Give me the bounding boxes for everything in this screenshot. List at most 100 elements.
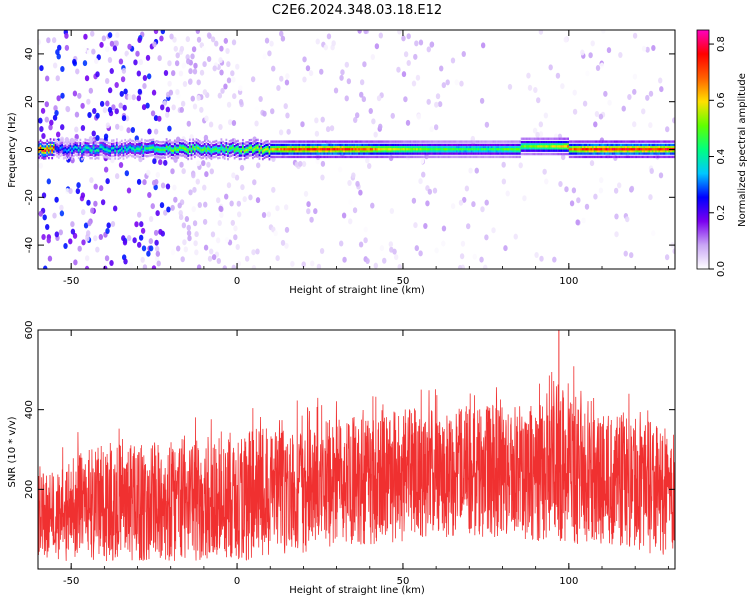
spectrogram-band-cell xyxy=(180,139,183,142)
spectrogram-band-cell xyxy=(653,140,656,143)
spectrogram-cell xyxy=(188,78,193,85)
spectrogram-band-cell xyxy=(107,151,110,154)
spectrogram-band-cell xyxy=(152,146,155,149)
spectrogram-band-cell xyxy=(160,148,163,152)
spectrogram-band-cell xyxy=(373,149,375,153)
spectrogram-band-cell xyxy=(192,153,195,157)
spectrogram-band-cell xyxy=(497,148,500,151)
spectrogram-band-cell xyxy=(470,143,473,147)
spectrogram-band-cell xyxy=(597,152,599,155)
spectrogram-cell xyxy=(191,172,196,179)
spectrogram-band-cell xyxy=(67,144,70,147)
spectrogram-band-cell xyxy=(653,149,656,153)
spectrogram-cell xyxy=(300,121,305,128)
spectrogram-cell xyxy=(527,84,533,91)
spectrogram-band-cell xyxy=(283,152,286,155)
spectrogram-band-cell xyxy=(646,146,649,149)
spectrogram-band-cell xyxy=(487,146,490,149)
spectrogram-band-cell xyxy=(446,146,448,149)
spectrogram-band-cell xyxy=(230,148,233,152)
spectrogram-band-cell xyxy=(441,149,443,153)
spectrogram-cell xyxy=(211,254,217,261)
spectrogram-y-tick-label: -40 xyxy=(24,237,35,253)
spectrogram-band-cell xyxy=(62,151,65,154)
spectrogram-band-cell xyxy=(366,148,369,151)
spectrogram-band-cell xyxy=(553,137,556,140)
spectrogram-band-cell xyxy=(613,155,616,159)
spectrogram-band-cell xyxy=(301,143,304,147)
spectrogram-band-cell xyxy=(507,146,510,149)
spectrogram-band-cell xyxy=(465,140,468,143)
spectrogram-cell xyxy=(218,57,223,64)
spectrogram-band-cell xyxy=(388,148,390,151)
spectrogram-band-cell xyxy=(514,148,516,151)
spectrogram-band-cell xyxy=(38,156,40,159)
spectrogram-band-cell xyxy=(157,143,160,147)
spectrogram-band-cell xyxy=(54,144,57,147)
spectrogram-band-cell xyxy=(248,154,251,157)
spectrogram-band-cell xyxy=(540,137,543,140)
spectrogram-cell xyxy=(470,135,476,142)
spectrogram-band-cell xyxy=(81,146,83,149)
spectrogram-band-cell xyxy=(193,140,196,143)
spectrogram-band-cell xyxy=(563,152,566,156)
spectrogram-band-cell xyxy=(308,152,311,155)
spectrogram-cell xyxy=(598,187,604,194)
spectrogram-band-cell xyxy=(530,140,533,144)
spectrogram-band-cell xyxy=(198,155,201,158)
spectrogram-band-cell xyxy=(109,147,112,151)
spectrogram-band-cell xyxy=(286,152,289,155)
spectrogram-band-cell xyxy=(285,143,287,147)
spectrogram-cell xyxy=(264,37,270,44)
spectrogram-cell xyxy=(352,207,358,214)
spectrogram-marks xyxy=(38,30,675,269)
spectrogram-cell xyxy=(88,87,94,94)
spectrogram-band-cell xyxy=(401,148,404,151)
spectrogram-band-cell xyxy=(497,155,500,159)
spectrogram-cell xyxy=(85,235,90,242)
spectrogram-band-cell xyxy=(92,144,95,147)
spectrogram-band-cell xyxy=(381,155,384,159)
spectrogram-band-cell xyxy=(349,140,352,143)
spectrogram-band-cell xyxy=(578,155,581,159)
spectrogram-band-cell xyxy=(618,155,621,159)
spectrogram-band-cell xyxy=(346,155,349,159)
spectrogram-band-cell xyxy=(130,139,133,142)
spectrogram-cell xyxy=(286,128,291,135)
spectrogram-cell xyxy=(48,124,53,131)
spectrogram-cell xyxy=(542,168,547,175)
spectrogram-band-cell xyxy=(104,155,107,159)
spectrogram-band-cell xyxy=(215,139,218,143)
spectrogram-band-cell xyxy=(479,146,482,149)
spectrogram-band-cell xyxy=(81,142,83,146)
spectrogram-band-cell xyxy=(392,148,395,151)
spectrogram-band-cell xyxy=(341,146,344,149)
spectrogram-band-cell xyxy=(212,146,214,149)
spectrogram-band-cell xyxy=(182,146,185,150)
spectrogram-band-cell xyxy=(436,149,438,153)
spectrogram-band-cell xyxy=(77,153,80,156)
spectrogram-cell xyxy=(468,167,473,174)
spectrogram-band-cell xyxy=(547,137,550,140)
spectrogram-band-cell xyxy=(582,146,584,149)
colorbar-tick-label: 0.2 xyxy=(716,205,727,221)
spectrogram-band-cell xyxy=(606,149,609,153)
spectrogram-band-cell xyxy=(479,152,482,155)
spectrogram-band-cell xyxy=(316,148,319,151)
spectrogram-band-cell xyxy=(540,147,543,150)
spectrogram-band-cell xyxy=(207,147,210,150)
spectrogram-band-cell xyxy=(140,153,143,157)
spectrogram-cell xyxy=(44,116,50,123)
spectrogram-band-cell xyxy=(464,148,467,151)
spectrogram-cell xyxy=(84,75,90,82)
spectrogram-cell xyxy=(140,227,146,234)
spectrogram-band-cell xyxy=(510,140,513,143)
spectrogram-band-cell xyxy=(502,155,505,159)
spectrogram-band-cell xyxy=(300,148,302,151)
spectrogram-cell xyxy=(617,182,622,189)
spectrogram-cell xyxy=(314,117,319,124)
spectrogram-band-cell xyxy=(470,152,473,155)
spectrogram-band-cell xyxy=(250,154,253,157)
spectrogram-band-cell xyxy=(409,140,412,143)
spectrogram-band-cell xyxy=(421,152,423,155)
